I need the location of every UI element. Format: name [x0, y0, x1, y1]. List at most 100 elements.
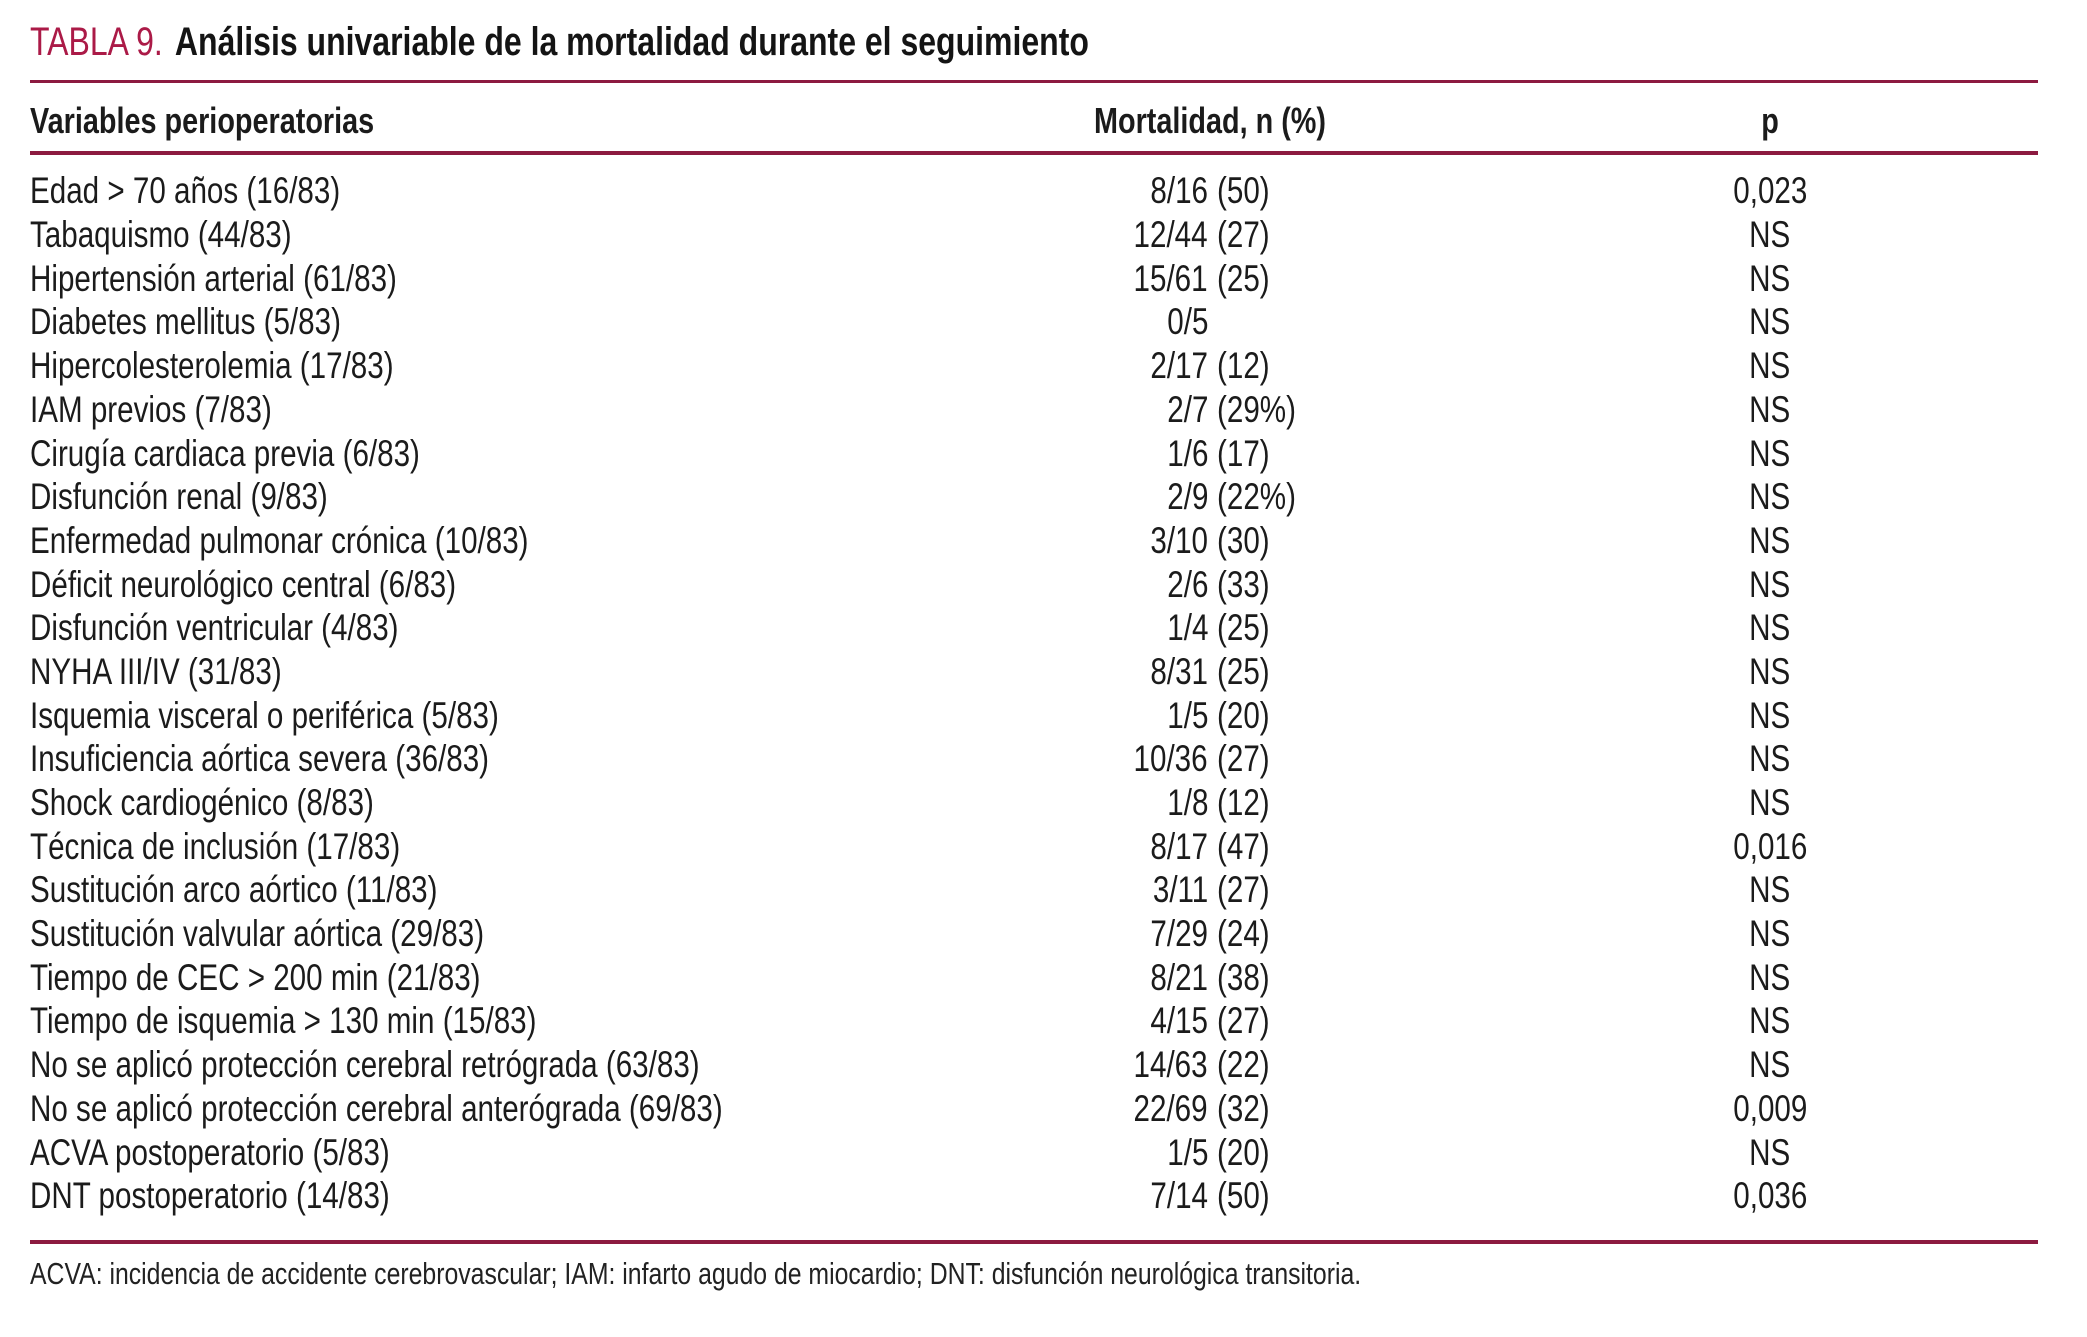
row-p-value: NS — [1749, 1000, 1791, 1042]
cell-p: NS — [1585, 388, 1955, 432]
cell-variable: No se aplicó protección cerebral retrógr… — [30, 1044, 950, 1088]
row-p-value: NS — [1749, 738, 1791, 780]
column-header-mortality: Mortalidad, n (%) — [1094, 100, 1326, 142]
row-mortality-fraction: 7/29 — [1150, 913, 1208, 955]
caption-rule — [30, 80, 2038, 83]
cell-variable: Tiempo de CEC > 200 min (21/83) — [30, 956, 950, 1000]
row-mortality-fraction: 8/16 — [1150, 170, 1208, 212]
row-p-value: NS — [1749, 1131, 1791, 1173]
row-p-value: NS — [1749, 257, 1791, 299]
cell-p: NS — [1585, 214, 1955, 258]
cell-p: NS — [1585, 476, 1955, 520]
row-mortality-percent: (27) — [1217, 738, 1270, 780]
row-mortality-fraction: 8/31 — [1150, 650, 1208, 692]
table-row: Hipercolesterolemia (17/83) 2/17 (12) NS — [30, 345, 2038, 389]
row-mortality-fraction: 1/4 — [1166, 607, 1208, 649]
table-row: DNT postoperatorio (14/83) 7/14 (50) 0,0… — [30, 1175, 2038, 1219]
table-row: Isquemia visceral o periférica (5/83) 1/… — [30, 694, 2038, 738]
cell-variable: ACVA postoperatorio (5/83) — [30, 1131, 950, 1175]
cell-variable: IAM previos (7/83) — [30, 388, 950, 432]
mortality-fraction-box: 7/14 — [950, 1176, 1208, 1216]
row-variable: No se aplicó protección cerebral anteróg… — [30, 1087, 723, 1129]
cell-mortality: 8/17 (47) — [950, 825, 1470, 869]
mortality-fraction-box: 14/63 — [950, 1045, 1208, 1085]
row-variable: Tiempo de CEC > 200 min (21/83) — [30, 956, 481, 998]
mortality-percent-box: (32) — [1217, 1089, 1283, 1129]
row-mortality-fraction: 1/5 — [1166, 1131, 1208, 1173]
row-mortality-percent: (12) — [1217, 782, 1270, 824]
table-number-label: TABLA 9. — [30, 20, 163, 64]
row-variable: NYHA III/IV (31/83) — [30, 650, 282, 692]
row-mortality-fraction: 4/15 — [1150, 1000, 1208, 1042]
cell-variable: Isquemia visceral o periférica (5/83) — [30, 694, 950, 738]
row-p-value: NS — [1749, 476, 1791, 518]
row-p-value: NS — [1749, 650, 1791, 692]
mortality-percent-box: (27) — [1217, 740, 1283, 779]
mortality-percent-box: (27) — [1217, 871, 1283, 910]
table-row: Tiempo de CEC > 200 min (21/83) 8/21 (38… — [30, 956, 2038, 1000]
mortality-percent-box: (17) — [1217, 434, 1283, 474]
mortality-percent-box: (27) — [1217, 215, 1283, 255]
mortality-percent-box: (30) — [1217, 519, 1283, 561]
cell-variable: Hipercolesterolemia (17/83) — [30, 345, 950, 389]
cell-p: NS — [1585, 956, 1955, 1000]
mortality-fraction-box: 3/10 — [950, 519, 1208, 561]
mortality-percent-box: (22%) — [1217, 477, 1316, 517]
row-p-value: NS — [1749, 913, 1791, 955]
mortality-fraction-box: 1/4 — [950, 607, 1208, 649]
table-row: Disfunción renal (9/83) 2/9 (22%) NS — [30, 476, 2038, 520]
row-variable: Disfunción renal (9/83) — [30, 476, 328, 518]
table-row: Insuficiencia aórtica severa (36/83) 10/… — [30, 738, 2038, 782]
cell-variable: Cirugía cardiaca previa (6/83) — [30, 432, 950, 476]
row-mortality-percent: (20) — [1217, 1131, 1270, 1173]
row-p-value: NS — [1749, 956, 1791, 998]
table-row: Hipertensión arterial (61/83) 15/61 (25)… — [30, 257, 2038, 301]
row-mortality-fraction: 22/69 — [1133, 1087, 1208, 1129]
row-p-value: NS — [1749, 432, 1791, 474]
row-variable: Enfermedad pulmonar crónica (10/83) — [30, 519, 529, 561]
cell-mortality: 1/4 (25) — [950, 607, 1470, 651]
row-variable: DNT postoperatorio (14/83) — [30, 1175, 390, 1217]
cell-p: NS — [1585, 432, 1955, 476]
mortality-percent-box: (20) — [1217, 1131, 1283, 1173]
cell-mortality: 8/16 (50) — [950, 170, 1470, 214]
cell-p: 0,016 — [1585, 825, 1955, 869]
row-p-value: NS — [1749, 214, 1791, 256]
row-mortality-fraction: 2/7 — [1166, 388, 1208, 430]
cell-mortality: 2/7 (29%) — [950, 388, 1470, 432]
cell-p: NS — [1585, 782, 1955, 826]
table-row: Sustitución arco aórtico (11/83) 3/11 (2… — [30, 869, 2038, 913]
mortality-fraction-box: 3/11 — [950, 871, 1208, 910]
row-mortality-fraction: 1/8 — [1166, 782, 1208, 824]
cell-p: NS — [1585, 869, 1955, 913]
mortality-fraction-box: 1/5 — [950, 696, 1208, 736]
cell-mortality: 15/61 (25) — [950, 257, 1470, 301]
cell-variable: Técnica de inclusión (17/83) — [30, 825, 950, 869]
row-p-value: NS — [1749, 1044, 1791, 1086]
row-mortality-fraction: 10/36 — [1133, 738, 1208, 780]
table-row: Enfermedad pulmonar crónica (10/83) 3/10… — [30, 520, 2038, 564]
header-cell-p: p — [1585, 101, 1955, 141]
table-footnote: ACVA: incidencia de accidente cerebrovas… — [30, 1257, 1694, 1291]
mortality-fraction-box: 1/8 — [950, 782, 1208, 824]
cell-p: NS — [1585, 694, 1955, 738]
cell-variable: NYHA III/IV (31/83) — [30, 651, 950, 695]
row-variable: Disfunción ventricular (4/83) — [30, 607, 399, 649]
row-variable: Técnica de inclusión (17/83) — [30, 825, 401, 867]
cell-mortality: 1/8 (12) — [950, 782, 1470, 826]
mortality-fraction-box: 12/44 — [950, 215, 1208, 255]
mortality-percent-box: (29%) — [1217, 390, 1316, 430]
cell-variable: Disfunción ventricular (4/83) — [30, 607, 950, 651]
cell-variable: Sustitución valvular aórtica (29/83) — [30, 913, 950, 957]
row-mortality-percent: (22) — [1217, 1044, 1270, 1086]
table-row: Shock cardiogénico (8/83) 1/8 (12) NS — [30, 782, 2038, 826]
cell-mortality: 22/69 (32) — [950, 1087, 1470, 1131]
table-row: Tabaquismo (44/83) 12/44 (27) NS — [30, 214, 2038, 258]
row-mortality-percent: (27) — [1217, 1000, 1270, 1042]
row-mortality-fraction: 3/10 — [1150, 519, 1208, 561]
row-variable: Diabetes mellitus (5/83) — [30, 301, 341, 343]
row-mortality-percent: (30) — [1217, 519, 1270, 561]
mortality-fraction-box: 7/29 — [950, 913, 1208, 955]
row-p-value: NS — [1749, 563, 1791, 605]
table-row: NYHA III/IV (31/83) 8/31 (25) NS — [30, 651, 2038, 695]
